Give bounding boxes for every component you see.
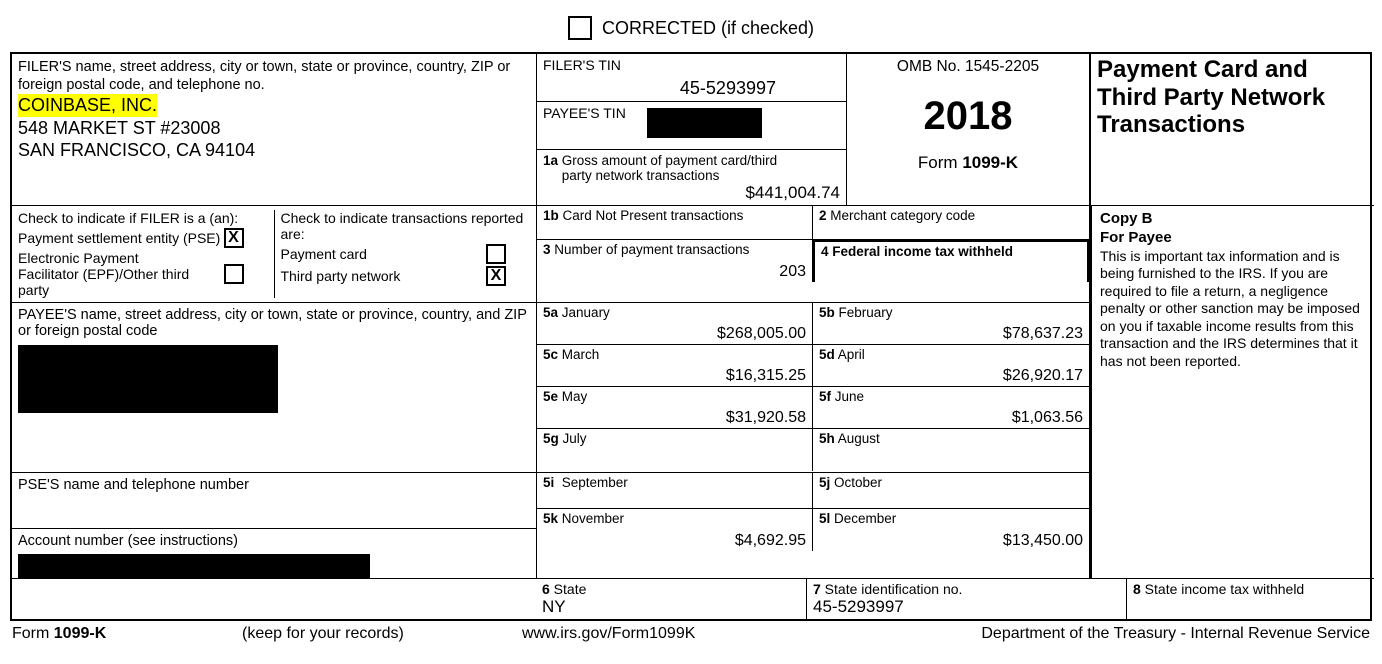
account-number-redacted bbox=[18, 554, 370, 578]
payment-card-label: Payment card bbox=[281, 246, 367, 262]
copy-b-title1: Copy B bbox=[1100, 210, 1366, 229]
filer-header: FILER'S name, street address, city or to… bbox=[18, 58, 530, 94]
pse-checkbox[interactable]: X bbox=[224, 228, 244, 248]
account-number-block: Account number (see instructions) bbox=[12, 528, 537, 578]
box-5k: 5k November$4,692.95 bbox=[537, 509, 813, 551]
form-title: Payment Card and Third Party Network Tra… bbox=[1097, 56, 1368, 139]
tax-year: 2018 bbox=[851, 94, 1085, 139]
tpn-label: Third party network bbox=[281, 268, 401, 284]
box-5b: 5b February$78,637.23 bbox=[813, 303, 1089, 345]
epf-checkbox[interactable] bbox=[224, 264, 244, 284]
box-5d: 5d April$26,920.17 bbox=[813, 345, 1089, 387]
box-6-value: NY bbox=[542, 597, 800, 617]
pse-label-text: PSE'S name and telephone number bbox=[18, 477, 530, 493]
box-1a: 1a Gross amount of payment card/third pa… bbox=[537, 150, 847, 205]
box-6: 6 State NY bbox=[12, 579, 807, 619]
box-1a-value: $441,004.74 bbox=[745, 183, 840, 203]
filer-tin-value: 45-5293997 bbox=[680, 78, 776, 99]
filer-tin-cell: FILER'S TIN 45-5293997 bbox=[537, 54, 847, 102]
state-row: 6 State NY 7 State identification no. 45… bbox=[12, 578, 1374, 619]
box-3: 3 Number of payment transactions203 bbox=[537, 240, 813, 282]
payee-header: PAYEE'S name, street address, city or to… bbox=[18, 307, 530, 339]
pse-block: PSE'S name and telephone number bbox=[12, 472, 537, 528]
box-5f: 5f June$1,063.56 bbox=[813, 387, 1089, 429]
box-5e: 5e May$31,920.58 bbox=[537, 387, 813, 429]
box-5l: 5l December$13,450.00 bbox=[813, 509, 1089, 551]
box-8: 8 State income tax withheld bbox=[1127, 579, 1374, 619]
box-1b: 1b Card Not Present transactions bbox=[537, 206, 813, 240]
omb-number: OMB No. 1545-2205 bbox=[851, 58, 1085, 76]
payment-card-checkbox[interactable] bbox=[486, 244, 506, 264]
payee-tin-redacted bbox=[647, 108, 762, 138]
footer-keep-records: (keep for your records) bbox=[242, 625, 522, 643]
footer-dept: Department of the Treasury - Internal Re… bbox=[802, 625, 1370, 643]
box-7: 7 State identification no. 45-5293997 bbox=[807, 579, 1127, 619]
corrected-checkbox[interactable] bbox=[568, 16, 592, 40]
filer-block: FILER'S name, street address, city or to… bbox=[12, 54, 537, 205]
months-5i-5l: 5i September 5j October 5k November$4,69… bbox=[537, 472, 1091, 578]
footer-url: www.irs.gov/Form1099K bbox=[522, 625, 802, 643]
filer-tin-label: FILER'S TIN bbox=[543, 57, 840, 73]
corrected-label: CORRECTED (if checked) bbox=[602, 18, 814, 39]
box-5c: 5c March$16,315.25 bbox=[537, 345, 813, 387]
box-4: 4 Federal income tax withheld bbox=[813, 240, 1089, 282]
pse-label: Payment settlement entity (PSE) bbox=[18, 230, 220, 246]
box-5g: 5g July bbox=[537, 429, 813, 471]
payee-redacted bbox=[18, 345, 278, 413]
form-title-cell: Payment Card and Third Party Network Tra… bbox=[1091, 54, 1374, 205]
check-right-header: Check to indicate transactions reported … bbox=[281, 210, 531, 242]
box-5j: 5j October bbox=[813, 473, 1089, 509]
box-5i: 5i September bbox=[537, 473, 813, 509]
copy-b-body: This is important tax information and is… bbox=[1100, 248, 1366, 371]
box-2: 2 Merchant category code bbox=[813, 206, 1089, 240]
box-3-value: 203 bbox=[779, 263, 806, 281]
box-5h: 5h August bbox=[813, 429, 1089, 471]
check-left-header: Check to indicate if FILER is a (an): bbox=[18, 210, 268, 226]
tpn-checkbox[interactable]: X bbox=[486, 266, 506, 286]
form-footer: Form 1099-K (keep for your records) www.… bbox=[10, 621, 1372, 643]
filer-addr1: 548 MARKET ST #23008 bbox=[18, 117, 530, 140]
months-5a-5h: 5a January$268,005.00 5b February$78,637… bbox=[537, 302, 1091, 472]
box-7-value: 45-5293997 bbox=[813, 597, 1120, 617]
filer-type-checks: Check to indicate if FILER is a (an): Pa… bbox=[12, 205, 537, 302]
form-1099k: CORRECTED (if checked) FILER'S name, str… bbox=[10, 10, 1372, 643]
epf-label: Electronic Payment Facilitator (EPF)/Oth… bbox=[18, 250, 198, 298]
corrected-row: CORRECTED (if checked) bbox=[10, 10, 1372, 46]
account-number-label: Account number (see instructions) bbox=[18, 533, 530, 549]
payee-block: PAYEE'S name, street address, city or to… bbox=[12, 302, 537, 472]
copy-b-title2: For Payee bbox=[1100, 229, 1366, 248]
copy-b-block: Copy B For Payee This is important tax i… bbox=[1091, 205, 1374, 578]
footer-form-no: Form 1099-K bbox=[12, 625, 242, 643]
year-block: OMB No. 1545-2205 2018 Form 1099-K bbox=[847, 54, 1091, 205]
filer-addr2: SAN FRANCISCO, CA 94104 bbox=[18, 139, 530, 162]
filer-name: COINBASE, INC. bbox=[18, 94, 157, 117]
payee-tin-cell: PAYEE'S TIN bbox=[537, 102, 847, 150]
box-5a: 5a January$268,005.00 bbox=[537, 303, 813, 345]
form-number: Form 1099-K bbox=[851, 153, 1085, 173]
